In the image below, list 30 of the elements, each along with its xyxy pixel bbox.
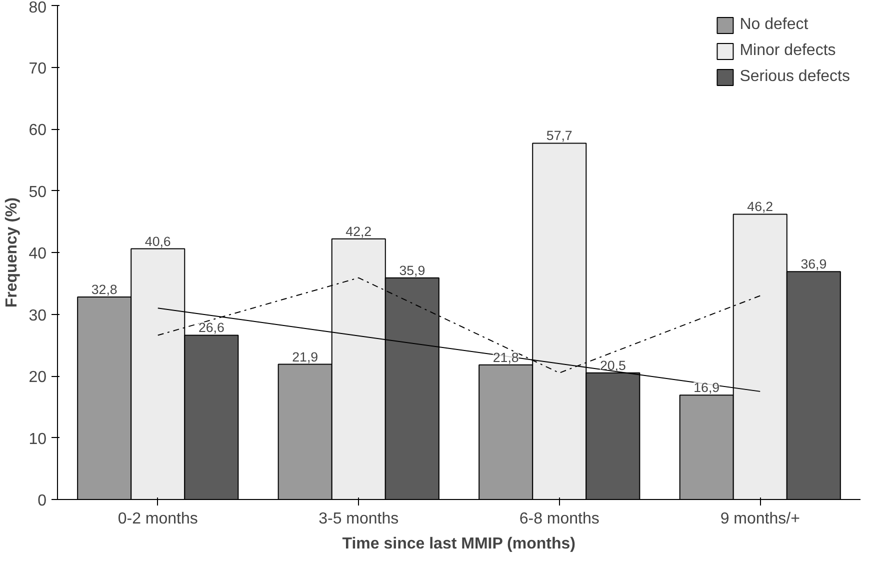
y-tick-label: 20 [28, 369, 47, 386]
x-tick-label: 6-8 months [519, 510, 600, 528]
legend-label: No defect [740, 16, 808, 34]
data-label: 21,8 [492, 350, 519, 365]
data-label: 57,7 [546, 128, 572, 144]
data-label: 32,8 [91, 282, 118, 297]
data-label: 40,6 [144, 234, 171, 249]
y-tick-label: 10 [28, 430, 47, 448]
data-label: 20,5 [600, 358, 626, 373]
y-tick-label: 80 [28, 0, 47, 16]
legend-label: Minor defects [740, 42, 836, 60]
data-label: 42,2 [346, 224, 372, 239]
y-tick-label: 70 [28, 60, 47, 78]
legend-label: Serious defects [740, 68, 850, 86]
y-axis-title: Frequency (%) [4, 197, 21, 308]
y-tick-label: 60 [28, 122, 47, 139]
x-tick-label: 3-5 months [318, 510, 399, 528]
x-tick-label: 0-2 months [118, 510, 198, 528]
y-tick-label: 30 [28, 307, 47, 324]
data-label: 16,9 [694, 380, 720, 396]
data-label: 35,9 [399, 262, 426, 278]
data-label: 36,9 [800, 256, 827, 272]
data-label: 21,9 [292, 349, 318, 364]
data-label: 46,2 [747, 199, 774, 214]
y-tick-label: 40 [28, 246, 47, 262]
y-tick-label: 0 [38, 492, 47, 510]
x-tick-label: 9 months/+ [720, 510, 800, 528]
data-label: 26,6 [198, 320, 224, 336]
y-tick-label: 50 [28, 184, 47, 201]
x-axis-title: Time since last MMIP (months) [342, 536, 576, 552]
